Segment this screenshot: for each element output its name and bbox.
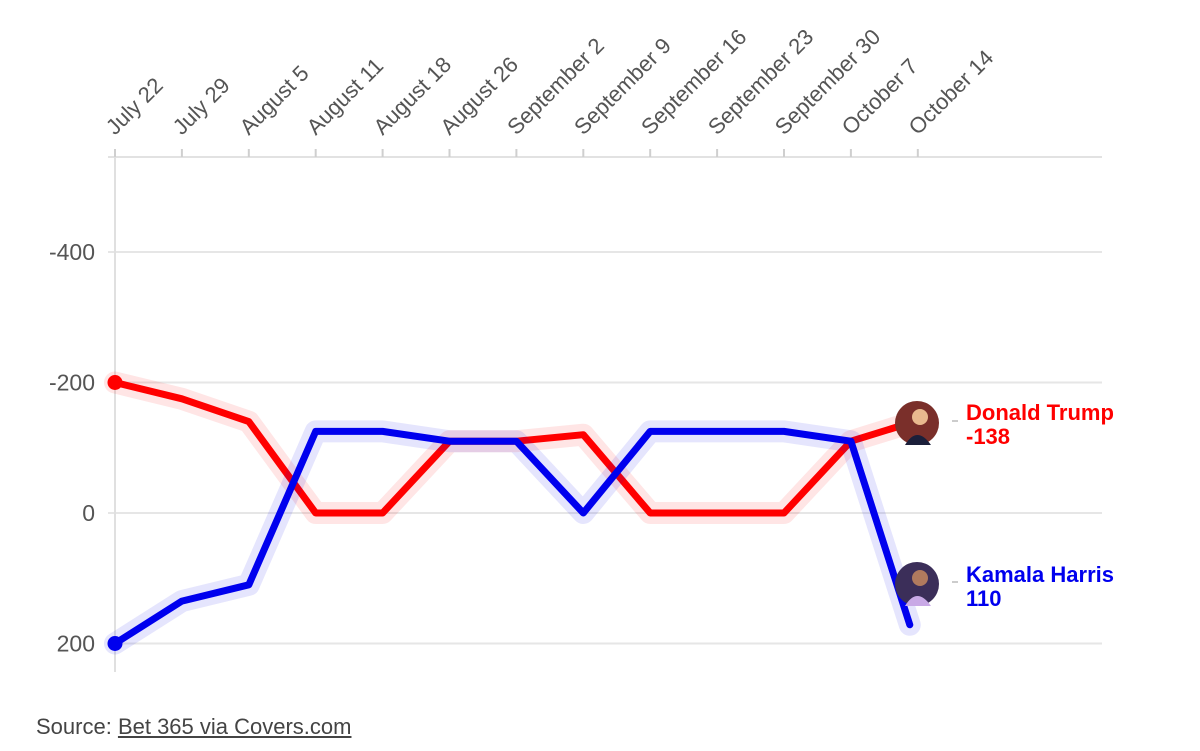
avatar-face (912, 570, 928, 586)
x-tick-label: August 5 (235, 60, 314, 139)
y-tick-label: -400 (49, 239, 95, 265)
series-start-dot (107, 375, 123, 390)
series-lines (104, 371, 921, 655)
y-tick-label: -200 (49, 370, 95, 396)
source-prefix: Source: (36, 714, 118, 739)
avatar-body (905, 596, 931, 606)
avatar-body (905, 435, 931, 445)
series-name-label: Kamala Harris (966, 562, 1114, 587)
series-value-label: 110 (966, 586, 1002, 611)
x-tick-label: July 29 (168, 73, 235, 140)
source-note: Source: Bet 365 via Covers.com (36, 714, 351, 740)
harris-photo-avatar (895, 562, 939, 606)
series-start-dot (107, 636, 123, 651)
gridlines (108, 156, 1102, 672)
x-tick-label: October 14 (904, 45, 999, 140)
avatar-face (912, 409, 928, 425)
y-tick-label: 200 (57, 631, 95, 657)
series-name-label: Donald Trump (966, 400, 1114, 425)
series-value-label: -138 (966, 424, 1010, 449)
trump-photo-avatar (895, 401, 939, 445)
x-tick-label: July 22 (101, 73, 168, 140)
series-halo (104, 420, 921, 655)
series-line (111, 427, 914, 647)
y-tick-label: 0 (82, 500, 95, 526)
y-axis-ticks: -400 -200 0 200 (49, 239, 95, 657)
source-link[interactable]: Bet 365 via Covers.com (117, 714, 352, 739)
